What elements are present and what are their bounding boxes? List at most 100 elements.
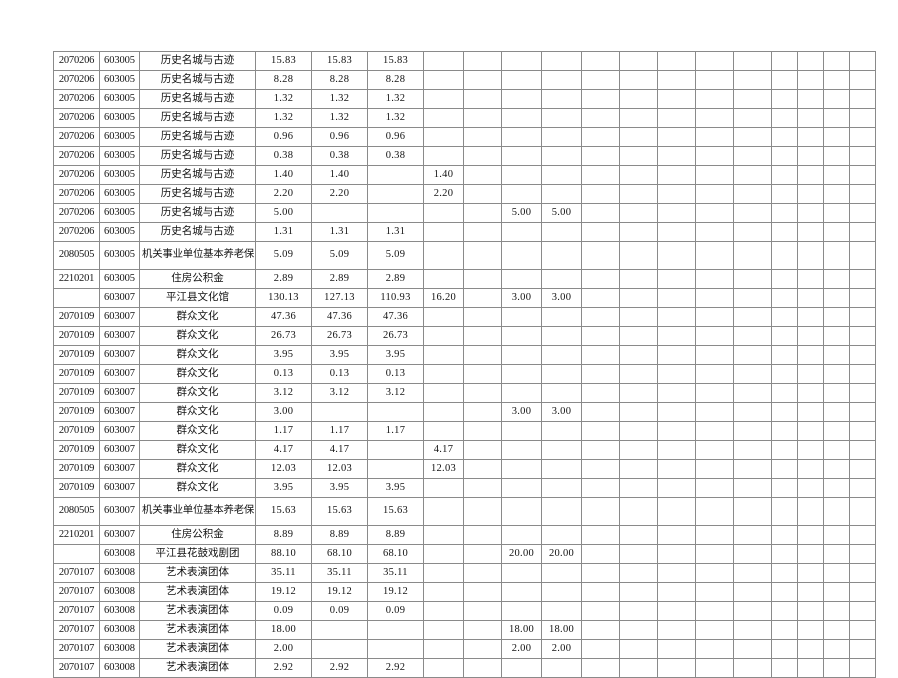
cell-v7[interactable]: 20.00 [541, 544, 582, 564]
cell-v16[interactable] [849, 639, 876, 659]
cell-v11[interactable] [695, 203, 734, 223]
cell-item_name[interactable]: 群众文化 [139, 421, 256, 441]
cell-v12[interactable] [733, 345, 772, 365]
cell-v13[interactable] [771, 146, 798, 166]
cell-v13[interactable] [771, 544, 798, 564]
cell-v12[interactable] [733, 620, 772, 640]
cell-v13[interactable] [771, 497, 798, 526]
cell-dept_code[interactable]: 603005 [99, 165, 140, 185]
cell-v12[interactable] [733, 222, 772, 242]
table-row[interactable]: 2070109 603007 群众文化 3.00 3.00 3.00 [53, 402, 876, 422]
cell-dept_code[interactable]: 603007 [99, 402, 140, 422]
table-row[interactable]: 2080505603005机关事业单位基本养老保险缴费支出5.095.095.0… [53, 241, 876, 270]
cell-v6[interactable] [501, 241, 542, 270]
cell-item_name[interactable]: 住房公积金 [139, 269, 256, 289]
cell-dept_code[interactable]: 603005 [99, 241, 140, 270]
cell-item_name[interactable]: 历史名城与古迹 [139, 222, 256, 242]
cell-v4[interactable] [423, 525, 464, 545]
table-row[interactable]: 2070206 603005 历史名城与古迹 1.32 1.32 1.32 [53, 108, 876, 128]
cell-v13[interactable] [771, 89, 798, 109]
cell-v8[interactable] [581, 563, 620, 583]
cell-v5[interactable] [463, 620, 502, 640]
cell-v5[interactable] [463, 639, 502, 659]
cell-v14[interactable] [797, 165, 824, 185]
cell-v10[interactable] [657, 364, 696, 384]
cell-item_name[interactable]: 历史名城与古迹 [139, 127, 256, 147]
cell-v9[interactable] [619, 601, 658, 621]
cell-v5[interactable] [463, 288, 502, 308]
cell-v13[interactable] [771, 620, 798, 640]
cell-dept_code[interactable]: 603005 [99, 89, 140, 109]
cell-v6[interactable] [501, 440, 542, 460]
cell-v1[interactable]: 130.13 [255, 288, 312, 308]
cell-v16[interactable] [849, 544, 876, 564]
cell-v7[interactable] [541, 497, 582, 526]
cell-v14[interactable] [797, 51, 824, 71]
cell-v10[interactable] [657, 146, 696, 166]
cell-v12[interactable] [733, 269, 772, 289]
cell-v6[interactable]: 5.00 [501, 203, 542, 223]
cell-v7[interactable] [541, 326, 582, 346]
cell-v10[interactable] [657, 620, 696, 640]
cell-v16[interactable] [849, 658, 876, 678]
cell-v4[interactable] [423, 421, 464, 441]
table-row[interactable]: 2070107 603008 艺术表演团体 18.00 18.00 18.00 [53, 620, 876, 640]
cell-v2[interactable]: 26.73 [311, 326, 368, 346]
cell-v12[interactable] [733, 497, 772, 526]
cell-v11[interactable] [695, 563, 734, 583]
cell-v12[interactable] [733, 544, 772, 564]
cell-v13[interactable] [771, 402, 798, 422]
cell-v12[interactable] [733, 326, 772, 346]
cell-v9[interactable] [619, 146, 658, 166]
cell-v15[interactable] [823, 127, 850, 147]
cell-v14[interactable] [797, 582, 824, 602]
cell-v5[interactable] [463, 421, 502, 441]
cell-v1[interactable]: 1.31 [255, 222, 312, 242]
cell-v8[interactable] [581, 146, 620, 166]
cell-v12[interactable] [733, 307, 772, 327]
cell-v6[interactable] [501, 345, 542, 365]
cell-v12[interactable] [733, 127, 772, 147]
cell-dept_code[interactable]: 603008 [99, 563, 140, 583]
cell-v10[interactable] [657, 326, 696, 346]
cell-v14[interactable] [797, 146, 824, 166]
cell-v9[interactable] [619, 345, 658, 365]
cell-item_name[interactable]: 群众文化 [139, 326, 256, 346]
cell-v4[interactable] [423, 108, 464, 128]
cell-v3[interactable]: 19.12 [367, 582, 424, 602]
cell-v7[interactable] [541, 525, 582, 545]
cell-v5[interactable] [463, 146, 502, 166]
cell-v8[interactable] [581, 497, 620, 526]
cell-v2[interactable] [311, 620, 368, 640]
cell-v12[interactable] [733, 184, 772, 204]
cell-v7[interactable] [541, 601, 582, 621]
cell-v12[interactable] [733, 108, 772, 128]
cell-v12[interactable] [733, 582, 772, 602]
cell-v8[interactable] [581, 620, 620, 640]
cell-v2[interactable]: 0.13 [311, 364, 368, 384]
cell-v8[interactable] [581, 639, 620, 659]
cell-v15[interactable] [823, 383, 850, 403]
cell-v9[interactable] [619, 203, 658, 223]
cell-v8[interactable] [581, 269, 620, 289]
cell-dept_code[interactable]: 603005 [99, 203, 140, 223]
cell-v3[interactable]: 0.13 [367, 364, 424, 384]
cell-v2[interactable]: 68.10 [311, 544, 368, 564]
cell-v14[interactable] [797, 525, 824, 545]
table-row[interactable]: 2070107 603008 艺术表演团体 35.11 35.11 35.11 [53, 563, 876, 583]
cell-v12[interactable] [733, 440, 772, 460]
cell-v8[interactable] [581, 525, 620, 545]
cell-v12[interactable] [733, 421, 772, 441]
cell-dept_code[interactable]: 603008 [99, 658, 140, 678]
cell-v2[interactable] [311, 639, 368, 659]
cell-func_code[interactable]: 2070109 [53, 440, 100, 460]
cell-v8[interactable] [581, 582, 620, 602]
cell-dept_code[interactable]: 603005 [99, 222, 140, 242]
cell-v11[interactable] [695, 402, 734, 422]
cell-v1[interactable]: 1.40 [255, 165, 312, 185]
cell-v3[interactable]: 110.93 [367, 288, 424, 308]
cell-v4[interactable] [423, 383, 464, 403]
cell-v1[interactable]: 3.00 [255, 402, 312, 422]
cell-v2[interactable]: 4.17 [311, 440, 368, 460]
cell-v9[interactable] [619, 402, 658, 422]
